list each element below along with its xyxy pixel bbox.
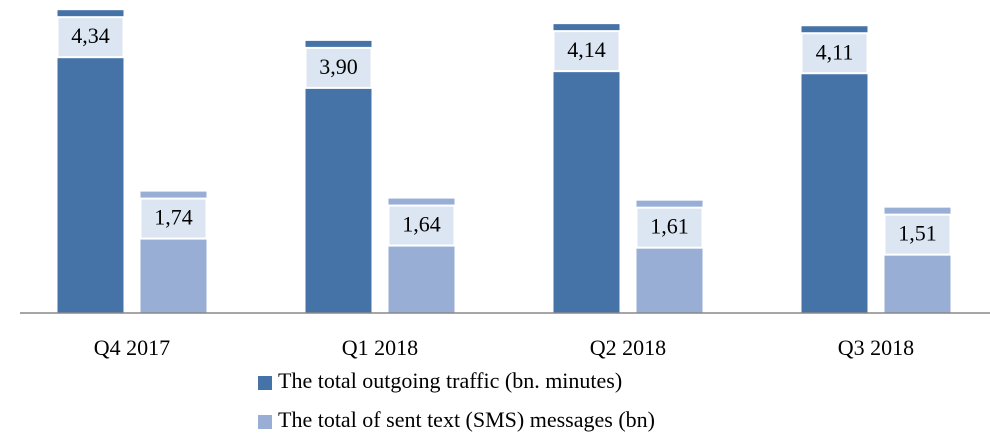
- data-label: 4,34: [71, 23, 110, 48]
- data-label: 1,61: [650, 214, 689, 239]
- legend-swatch: [258, 376, 272, 390]
- data-label: 1,51: [898, 221, 937, 246]
- data-label-box: [304, 46, 373, 89]
- data-label: 4,14: [567, 37, 606, 62]
- legend-swatch: [258, 415, 272, 429]
- x-tick-label: Q4 2017: [94, 335, 170, 360]
- legend-label: The total outgoing traffic (bn. minutes): [278, 368, 622, 393]
- legend-label: The total of sent text (SMS) messages (b…: [278, 407, 655, 432]
- x-tick-label: Q1 2018: [342, 335, 418, 360]
- data-label-box: [139, 197, 208, 240]
- data-label-box: [56, 16, 125, 59]
- data-label: 1,64: [402, 212, 441, 237]
- data-label: 4,11: [816, 39, 854, 64]
- data-label: 1,74: [154, 205, 193, 230]
- data-label: 3,90: [319, 54, 358, 79]
- x-tick-label: Q2 2018: [590, 335, 666, 360]
- bar: [57, 10, 124, 313]
- bar: [553, 24, 620, 314]
- data-label-box: [883, 213, 952, 256]
- data-label-box: [552, 30, 621, 73]
- data-label-box: [800, 32, 869, 75]
- x-tick-label: Q3 2018: [838, 335, 914, 360]
- data-label-box: [387, 204, 456, 247]
- data-label-box: [635, 206, 704, 249]
